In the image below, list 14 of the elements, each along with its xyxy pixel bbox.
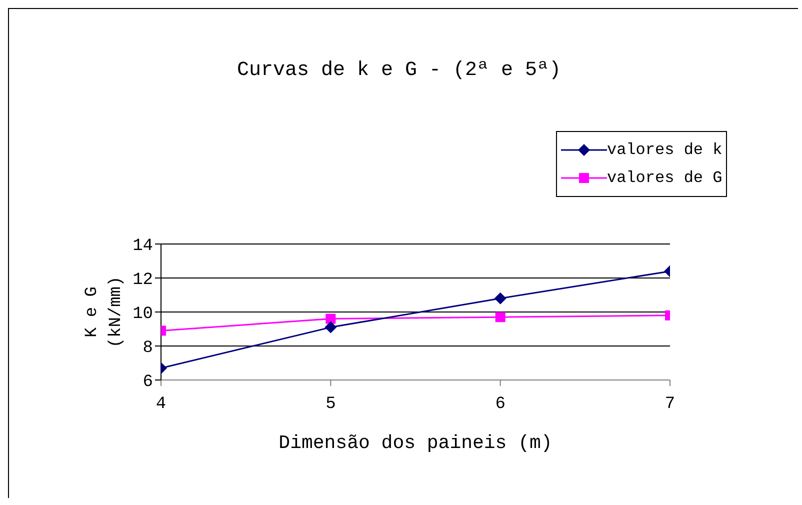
x-tick-label: 6 xyxy=(495,395,506,414)
legend-label: valores de G xyxy=(607,169,722,187)
y-tick-label: 14 xyxy=(132,237,153,256)
y-axis-title: K e G (kN/mm) xyxy=(83,276,126,348)
x-tick-label: 4 xyxy=(156,395,166,414)
chart-title: Curvas de k e G - (2ª e 5ª) xyxy=(236,59,562,82)
x-tick-label: 7 xyxy=(664,395,676,414)
y-tick-label: 8 xyxy=(142,339,153,358)
y-tick-label: 12 xyxy=(132,271,153,290)
y-tick-label: 6 xyxy=(142,373,153,392)
legend-label: valores de k xyxy=(607,141,722,159)
y-tick-label: 10 xyxy=(132,305,153,324)
x-axis-title: Dimensão dos paineis (m) xyxy=(278,432,552,454)
x-tick-label: 5 xyxy=(326,395,336,414)
